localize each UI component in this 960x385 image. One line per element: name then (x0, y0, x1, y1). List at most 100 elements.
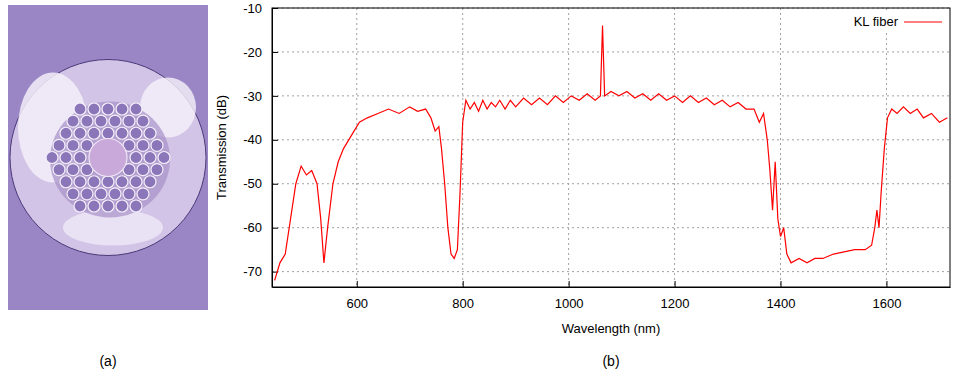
lattice-cell (109, 115, 121, 127)
x-tick-mark (463, 281, 464, 287)
y-tick: -30 (243, 89, 278, 104)
lattice-cell (88, 176, 100, 188)
grid-line-x (462, 8, 463, 287)
x-axis-title: Wavelength (nm) (562, 321, 661, 336)
plot-frame (272, 8, 950, 287)
y-tick-label: -70 (243, 264, 262, 279)
lattice-cell (151, 139, 163, 151)
series-line (275, 26, 948, 281)
y-tick-label: -50 (243, 176, 262, 191)
y-tick-mark (272, 52, 278, 53)
lattice-cell (130, 103, 142, 115)
x-tick-label: 1400 (767, 296, 796, 311)
lattice-cell (46, 152, 58, 164)
grid-line-y (272, 51, 950, 52)
grid-line-x (780, 8, 781, 287)
x-tick-label: 1600 (872, 296, 901, 311)
grid-line-y (272, 271, 950, 272)
lattice-cell (60, 127, 72, 139)
y-tick-label: -10 (243, 1, 262, 16)
lattice-cell (123, 188, 135, 200)
x-tick-label: 600 (346, 296, 368, 311)
figure: 600 800 1000 1200 1400 1600 -70 -60 -50 -40 -30 -20… (0, 0, 960, 385)
lattice-cell (137, 188, 149, 200)
lattice-cell (88, 200, 100, 212)
lattice-cell (102, 200, 114, 212)
x-tick-mark (886, 281, 887, 287)
y-tick-label: -20 (243, 45, 262, 60)
lattice-cell (81, 188, 93, 200)
y-tick-label: -30 (243, 89, 262, 104)
lattice-cell (60, 176, 72, 188)
grid-line-x (886, 8, 887, 287)
lattice-cell (88, 103, 100, 115)
y-tick-mark (272, 184, 278, 185)
y-tick: -50 (243, 176, 278, 191)
x-tick-label: 1000 (555, 296, 584, 311)
grid-line-x (674, 8, 675, 287)
lattice-cell (74, 103, 86, 115)
lattice-cell (67, 164, 79, 176)
lattice-cell (67, 139, 79, 151)
panel-label: (b) (602, 353, 619, 369)
photo-background (8, 5, 208, 310)
lattice-cell (144, 152, 156, 164)
lattice-cell (60, 152, 72, 164)
lattice-cell (137, 139, 149, 151)
x-tick-label: 1200 (661, 296, 690, 311)
lattice-cell (88, 127, 100, 139)
lattice-cell (109, 188, 121, 200)
lattice-cell (137, 164, 149, 176)
grid (272, 8, 950, 287)
legend: KL fiber (851, 13, 945, 30)
panel-label: (a) (99, 353, 116, 369)
lattice-cell (144, 176, 156, 188)
x-tick: 1200 (661, 281, 690, 311)
lattice-cell (53, 139, 65, 151)
cladding-shadow (50, 102, 170, 218)
grid-line-x (356, 8, 357, 287)
lattice-cell (102, 127, 114, 139)
lattice-cell (74, 200, 86, 212)
x-tick: 600 (346, 281, 368, 311)
grid-line-y (272, 183, 950, 184)
lattice-cell (81, 115, 93, 127)
y-tick: -40 (243, 132, 278, 147)
fiber-face (10, 60, 206, 256)
x-tick: 800 (452, 281, 474, 311)
hollow-core-lattice (46, 103, 170, 212)
lattice-cell (67, 115, 79, 127)
x-tick-label: 800 (452, 296, 474, 311)
lattice-cell (137, 115, 149, 127)
lattice-cell (123, 115, 135, 127)
lattice-cell (130, 152, 142, 164)
lattice-cell (130, 176, 142, 188)
lattice-cell (95, 115, 107, 127)
x-tick-mark (781, 281, 782, 287)
y-tick: -70 (243, 264, 278, 279)
lattice-cell (116, 200, 128, 212)
y-tick: -60 (243, 220, 278, 235)
lattice-cell (151, 164, 163, 176)
lattice-cell (130, 127, 142, 139)
lattice-cell (144, 127, 156, 139)
x-tick-mark (569, 281, 570, 287)
lattice-cell (53, 164, 65, 176)
y-tick-label: -60 (243, 220, 262, 235)
grid-line-y (272, 95, 950, 96)
x-tick: 1400 (767, 281, 796, 311)
y-axis: -70 -60 -50 -40 -30 -20 -10 (243, 1, 278, 288)
grid-line-x (568, 8, 569, 287)
hollow-core (89, 139, 127, 177)
lattice-cell (67, 188, 79, 200)
photo (8, 5, 208, 310)
legend-label: KL fiber (854, 14, 899, 29)
lattice-cell (102, 176, 114, 188)
lattice-cell (74, 127, 86, 139)
y-tick-label: -40 (243, 132, 262, 147)
grid-line-y (272, 139, 950, 140)
lattice-cell (95, 188, 107, 200)
lattice-cell (74, 176, 86, 188)
x-tick: 1000 (555, 281, 584, 311)
plot-area (275, 26, 948, 281)
